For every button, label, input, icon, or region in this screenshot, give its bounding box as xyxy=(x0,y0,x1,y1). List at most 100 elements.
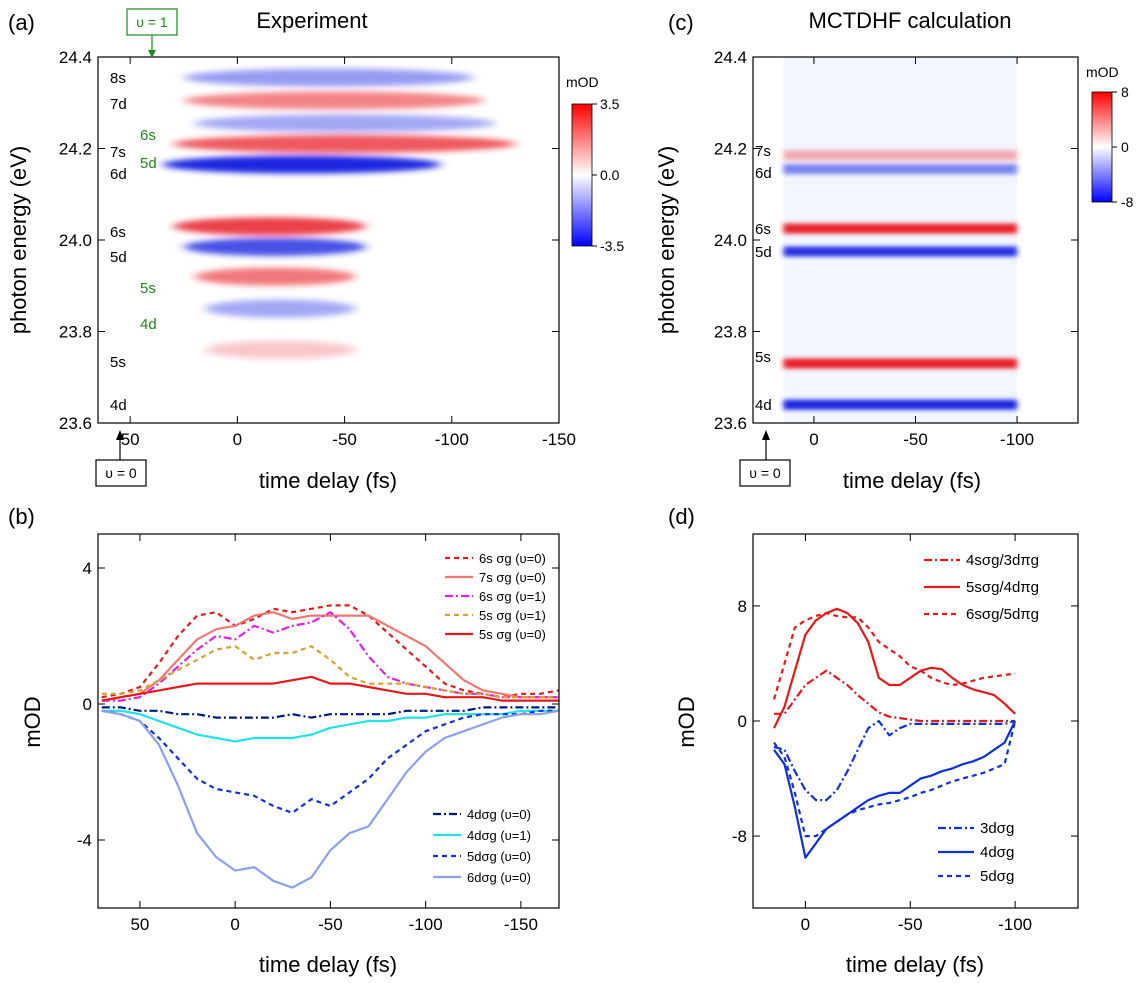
y-tick-label: 23.8 xyxy=(59,323,92,342)
y-tick-label: 23.6 xyxy=(59,414,92,433)
y-tick-label: 24.0 xyxy=(59,231,92,250)
heatmap-band xyxy=(183,91,484,110)
panel-c-letter: (c) xyxy=(668,10,694,35)
v0-marker-c: υ = 0 xyxy=(739,430,791,487)
heatmap-band xyxy=(783,246,1018,257)
legend-label: 4dσg (υ=1) xyxy=(467,828,531,843)
state-label: 6d xyxy=(755,165,772,182)
series-line-0 xyxy=(101,604,559,699)
panel-b: (b) 50 0 -50 -100 -150 -4 0 4 6s σg (υ=0) 7s σg … xyxy=(8,504,560,977)
y-tick-label: -8 xyxy=(732,827,747,846)
v0-marker-a: υ = 0 xyxy=(95,430,147,487)
state-label: 6d xyxy=(110,166,127,183)
panel-a-axes: 50 0 -50 -100 -150 23.6 23.8 24.0 24.2 24.4 xyxy=(59,48,576,449)
series-line-3 xyxy=(773,719,1016,802)
panel-a-ylabel: photon energy (eV) xyxy=(6,146,31,334)
state-label: 4d xyxy=(110,397,127,414)
heatmap-band xyxy=(162,155,442,174)
heatmap-band xyxy=(783,399,1018,410)
x-tick-label: 0 xyxy=(230,915,239,934)
x-tick-label: -100 xyxy=(409,915,443,934)
state-label: 6s xyxy=(110,224,126,241)
series-line-7 xyxy=(101,709,559,814)
legend-label: 6sσg/5dπg xyxy=(966,606,1039,623)
state-label: 5s xyxy=(110,354,126,371)
panel-a-xlabel: time delay (fs) xyxy=(259,468,397,493)
panel-b-legend: 6s σg (υ=0) 7s σg (υ=0) 6s σg (υ=1) 5s σg (… xyxy=(433,551,546,885)
v0-marker-a-label: υ = 0 xyxy=(105,465,137,481)
state-label: 7s xyxy=(110,144,126,161)
v1-marker: υ = 1 xyxy=(126,8,178,58)
panel-c-state-labels: 7s 6d 6s 5d 5s 4d xyxy=(755,143,772,414)
state-label: 7s xyxy=(755,143,771,160)
legend-label: 5sσg/4dπg xyxy=(966,579,1039,596)
colorbar-a-tick-max: 3.5 xyxy=(600,96,620,112)
x-tick-label: -50 xyxy=(318,915,343,934)
legend-label: 4dσg (υ=0) xyxy=(467,807,531,822)
colorbar-a-unit: mOD xyxy=(566,74,599,90)
colorbar-c-tick-max: 8 xyxy=(1121,84,1129,100)
heatmap-band xyxy=(173,217,367,236)
legend-label: 6s σg (υ=1) xyxy=(479,589,546,604)
panel-d-legend: 4sσg/3dπg 5sσg/4dπg 6sσg/5dπg 3dσg 4dσg 5dσg xyxy=(924,552,1039,885)
series-line-2 xyxy=(772,611,1016,700)
series-line-3 xyxy=(101,645,559,699)
legend-label: 6dσg (υ=0) xyxy=(467,870,531,885)
v1-marker-label: υ = 1 xyxy=(136,14,168,30)
panel-a-heatmap xyxy=(162,68,517,359)
y-tick-label: 0 xyxy=(83,695,92,714)
y-tick-label: 24.0 xyxy=(714,231,747,250)
panel-d-letter: (d) xyxy=(668,504,695,529)
x-tick-label: -150 xyxy=(504,915,538,934)
series-line-4 xyxy=(101,675,559,702)
panel-a-state-labels: 8s 7d 7s 6d 6s 5d 5s 4d 6s 5d 5s 4d xyxy=(110,70,157,414)
x-tick-label: 50 xyxy=(130,915,149,934)
x-tick-label: 0 xyxy=(809,430,818,449)
colorbar-a-tick-min: -3.5 xyxy=(600,238,624,254)
panel-c-axes: 0 -50 -100 23.6 23.8 24.0 24.2 24.4 xyxy=(714,48,1078,449)
y-tick-label: 24.2 xyxy=(714,140,747,159)
panel-b-ylabel: mOD xyxy=(20,696,45,747)
heatmap-band xyxy=(783,150,1018,161)
heatmap-band xyxy=(205,340,356,359)
state-label: 5s xyxy=(755,349,771,366)
y-tick-label: -4 xyxy=(77,831,92,850)
series-line-5 xyxy=(773,720,1017,838)
x-tick-label: 0 xyxy=(233,430,242,449)
state-label-green: 5d xyxy=(140,155,157,172)
series-line-0 xyxy=(774,669,1016,723)
panel-b-xlabel: time delay (fs) xyxy=(259,952,397,977)
state-label: 5d xyxy=(755,244,772,261)
panel-b-frame xyxy=(97,533,560,909)
legend-label: 5dσg (υ=0) xyxy=(467,849,531,864)
x-tick-label: -150 xyxy=(542,430,576,449)
panel-b-series xyxy=(101,604,559,889)
panel-c-xlabel: time delay (fs) xyxy=(843,468,981,493)
series-line-4 xyxy=(773,720,1017,859)
legend-label: 4dσg xyxy=(980,844,1014,861)
heatmap-band xyxy=(194,114,495,133)
colorbar-c-tick-min: -8 xyxy=(1121,194,1134,210)
colorbar-a-tick-zero: 0.0 xyxy=(600,167,620,183)
x-tick-label: -50 xyxy=(903,430,928,449)
colorbar-c: mOD 8 0 -8 xyxy=(1086,64,1134,210)
state-label: 8s xyxy=(110,70,126,87)
x-tick-label: -50 xyxy=(898,915,923,934)
heatmap-band xyxy=(783,164,1018,175)
panel-a-title: Experiment xyxy=(256,8,367,33)
x-tick-label: -100 xyxy=(1000,430,1034,449)
heatmap-band xyxy=(183,237,367,256)
panel-c: (c) MCTDHF calculation 0 -50 -100 23.6 23.8 2… xyxy=(654,8,1134,493)
panel-c-ylabel: photon energy (eV) xyxy=(654,146,679,334)
state-label: 5d xyxy=(110,249,127,266)
panel-c-heatmap xyxy=(783,57,1018,423)
legend-label: 5s σg (υ=1) xyxy=(479,608,546,623)
legend-label: 6s σg (υ=0) xyxy=(479,551,546,566)
series-line-6 xyxy=(101,709,559,743)
y-tick-label: 8 xyxy=(738,597,747,616)
panel-d: (d) 0 -50 -100 -8 0 8 4sσg/3dπg 5sσg/4dπg 6sσg/… xyxy=(668,504,1079,977)
panel-b-letter: (b) xyxy=(8,504,35,529)
y-tick-label: 24.4 xyxy=(714,48,747,67)
y-tick-label: 24.2 xyxy=(59,140,92,159)
panel-d-xlabel: time delay (fs) xyxy=(846,952,984,977)
